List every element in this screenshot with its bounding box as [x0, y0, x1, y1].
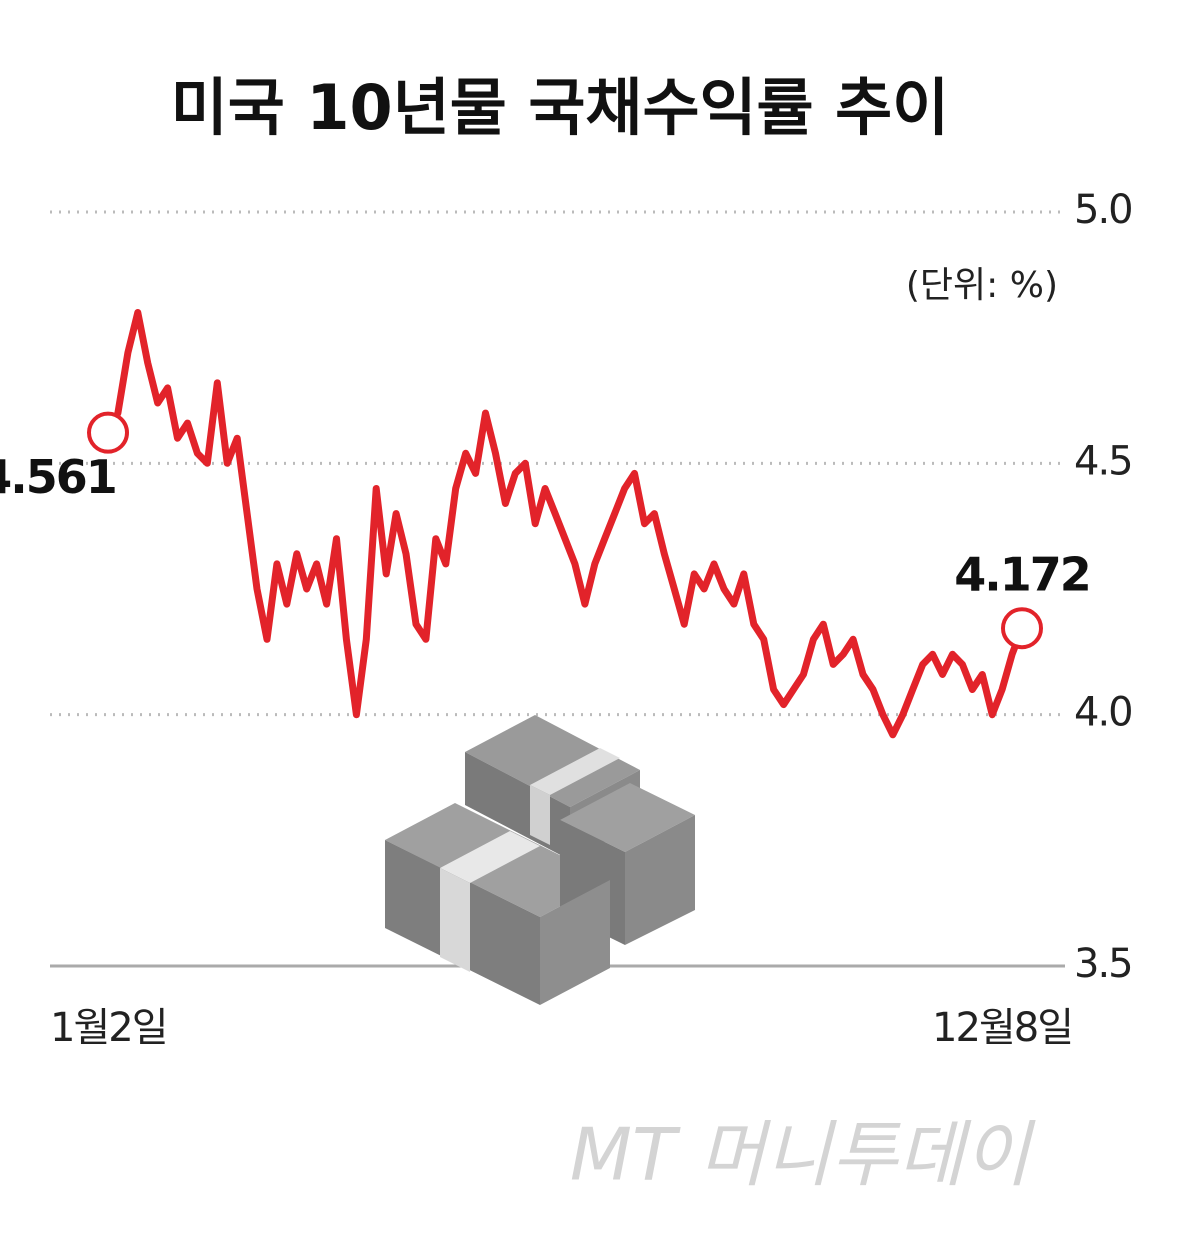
y-tick-label: 3.5: [1074, 941, 1132, 987]
value-label: 4.561: [0, 450, 116, 504]
data-line: [104, 309, 1026, 739]
x-tick-label: 12월8일: [932, 1005, 1072, 1051]
y-tick-label: 4.0: [1074, 690, 1132, 736]
watermark: MT 머니투데이: [570, 1113, 1036, 1197]
y-tick-label: 4.5: [1074, 438, 1132, 484]
unit-label: (단위: %): [906, 265, 1058, 306]
end-point: [1001, 607, 1043, 650]
money-illustration: [385, 715, 695, 1005]
x-tick-label: 1월2일: [50, 1005, 167, 1051]
end-point: [87, 411, 129, 454]
value-label: 4.172: [954, 548, 1090, 602]
chart-title: 미국 10년물 국채수익률 추이: [171, 71, 949, 144]
y-tick-label: 5.0: [1074, 187, 1132, 233]
